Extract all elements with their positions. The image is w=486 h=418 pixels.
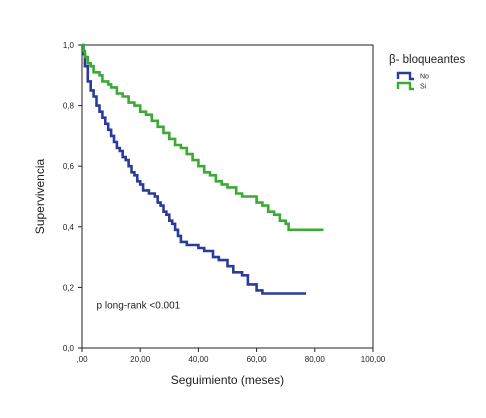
x-axis-title: Seguimiento (meses) — [171, 373, 284, 387]
y-axis-title: Supervivencia — [33, 158, 47, 234]
x-tick-label: 20,00 — [130, 355, 151, 364]
y-tick-label: 0,6 — [63, 162, 75, 171]
plot-area — [81, 44, 374, 349]
y-tick-label: 0,8 — [63, 102, 75, 111]
series-line-no — [82, 43, 307, 295]
y-axis: 0,0 0,2 0,4 0,6 0,8 1,0 — [63, 41, 82, 353]
legend: β- bloqueantes No Si — [389, 54, 466, 91]
legend-label-no: No — [420, 74, 429, 81]
p-value-annotation: p long-rank <0.001 — [97, 301, 181, 312]
x-tick-label: 100,00 — [361, 355, 386, 364]
y-tick-label: 1,0 — [63, 41, 75, 50]
legend-swatch-si — [396, 81, 414, 91]
x-tick-label: ,00 — [76, 355, 88, 364]
x-axis: ,00 20,00 40,00 60,00 80,00 100,00 — [76, 348, 386, 364]
series-layer — [82, 43, 324, 295]
x-tick-label: 80,00 — [305, 355, 326, 364]
y-tick-label: 0,0 — [63, 344, 75, 353]
y-tick-label: 0,4 — [63, 223, 75, 232]
legend-title: β- bloqueantes — [389, 54, 466, 66]
y-tick-label: 0,2 — [63, 283, 75, 292]
x-tick-label: 40,00 — [188, 355, 209, 364]
x-tick-label: 60,00 — [247, 355, 268, 364]
legend-items: No Si — [396, 71, 429, 91]
legend-swatch-no — [396, 71, 414, 81]
legend-label-si: Si — [420, 84, 427, 91]
plot-frame — [81, 44, 374, 349]
series-line-si — [82, 43, 324, 232]
